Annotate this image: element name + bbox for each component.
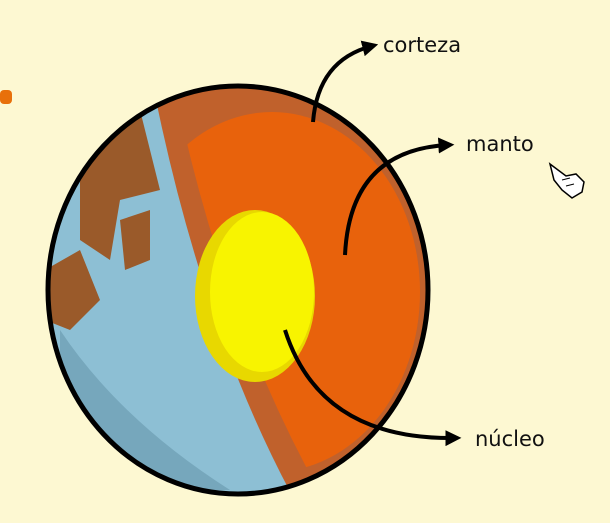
page: corteza manto núcleo (() => { const data… bbox=[0, 0, 610, 523]
earth-layers-diagram: corteza manto núcleo bbox=[0, 0, 610, 523]
label-crust: corteza bbox=[383, 33, 461, 57]
label-core: núcleo bbox=[475, 427, 545, 451]
bullet bbox=[0, 90, 12, 104]
label-mantle: manto bbox=[466, 132, 534, 156]
